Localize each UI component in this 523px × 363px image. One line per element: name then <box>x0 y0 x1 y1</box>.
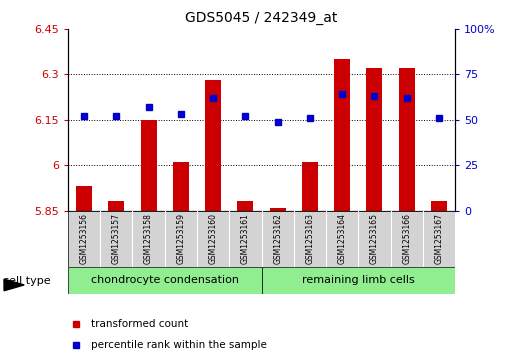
Text: GSM1253158: GSM1253158 <box>144 213 153 264</box>
Text: remaining limb cells: remaining limb cells <box>302 276 415 285</box>
Title: GDS5045 / 242349_at: GDS5045 / 242349_at <box>185 11 338 25</box>
Bar <box>366 68 382 211</box>
Bar <box>269 208 286 211</box>
Polygon shape <box>4 279 24 291</box>
Text: GSM1253156: GSM1253156 <box>79 213 88 264</box>
Bar <box>173 162 189 211</box>
Bar <box>302 162 318 211</box>
Text: percentile rank within the sample: percentile rank within the sample <box>91 340 267 350</box>
Text: cell type: cell type <box>3 276 50 286</box>
Bar <box>431 201 447 211</box>
Text: GSM1253161: GSM1253161 <box>241 213 250 264</box>
Bar <box>399 68 415 211</box>
Text: GSM1253162: GSM1253162 <box>273 213 282 264</box>
Text: GSM1253166: GSM1253166 <box>402 213 411 264</box>
Bar <box>68 267 262 294</box>
Text: GSM1253163: GSM1253163 <box>305 213 314 264</box>
Bar <box>76 186 92 211</box>
Text: GSM1253160: GSM1253160 <box>209 213 218 264</box>
Text: transformed count: transformed count <box>91 319 188 329</box>
Bar <box>141 120 157 211</box>
Text: GSM1253165: GSM1253165 <box>370 213 379 264</box>
Bar <box>334 59 350 211</box>
Bar <box>262 267 455 294</box>
Text: GSM1253164: GSM1253164 <box>338 213 347 264</box>
Text: GSM1253167: GSM1253167 <box>435 213 444 264</box>
Text: GSM1253157: GSM1253157 <box>112 213 121 264</box>
Bar <box>108 201 124 211</box>
Text: GSM1253159: GSM1253159 <box>176 213 185 264</box>
Bar <box>237 201 254 211</box>
Bar <box>205 81 221 211</box>
Text: chondrocyte condensation: chondrocyte condensation <box>91 276 238 285</box>
